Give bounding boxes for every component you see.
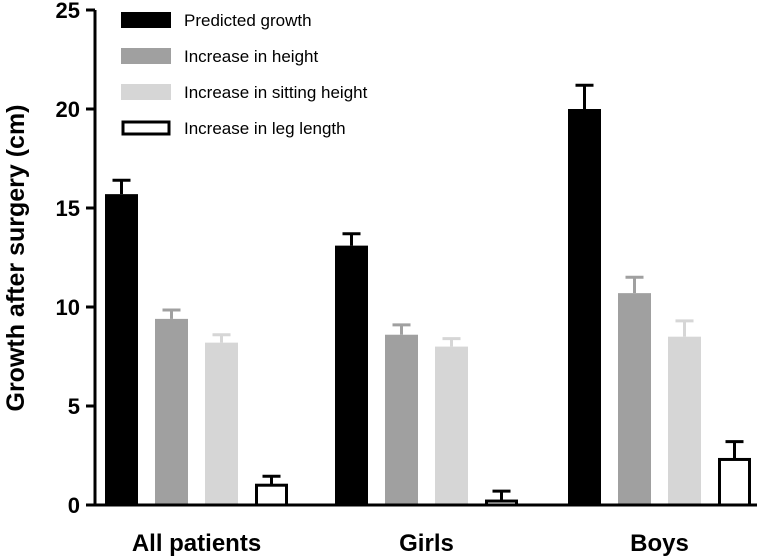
legend-label: Increase in sitting height (184, 83, 368, 102)
legend-swatch (121, 120, 171, 136)
bar (255, 483, 288, 507)
legend-swatch (121, 48, 171, 64)
bar (205, 342, 238, 505)
bar (155, 318, 188, 505)
x-tick-label: Boys (630, 530, 689, 557)
legend-label: Predicted growth (184, 11, 312, 30)
y-ticks: 0 5 10 15 20 25 (56, 0, 95, 518)
y-tick-label: 20 (56, 97, 80, 122)
bar (385, 334, 418, 505)
bar (435, 346, 468, 505)
bar (718, 457, 751, 507)
axes (93, 10, 757, 507)
bar (335, 245, 368, 505)
x-tick-labels: All patients Girls Boys (132, 530, 689, 557)
y-tick-label: 0 (68, 493, 80, 518)
legend-swatch (121, 12, 171, 28)
bars (105, 109, 751, 507)
legend: Predicted growth Increase in height Increa… (121, 11, 368, 138)
error-bars (112, 83, 744, 502)
bar (668, 336, 701, 505)
y-tick-label: 15 (56, 196, 80, 221)
y-tick-label: 10 (56, 295, 80, 320)
x-tick-label: Girls (399, 530, 454, 557)
y-tick-label: 5 (68, 394, 80, 419)
bar (568, 109, 601, 505)
bar (105, 194, 138, 505)
bar (618, 293, 651, 505)
y-tick-label: 25 (56, 0, 80, 23)
legend-label: Increase in height (184, 47, 318, 66)
legend-label: Increase in leg length (184, 119, 346, 138)
legend-swatch (121, 84, 171, 100)
y-axis-label: Growth after surgery (cm) (2, 104, 30, 411)
x-tick-label: All patients (132, 530, 261, 557)
